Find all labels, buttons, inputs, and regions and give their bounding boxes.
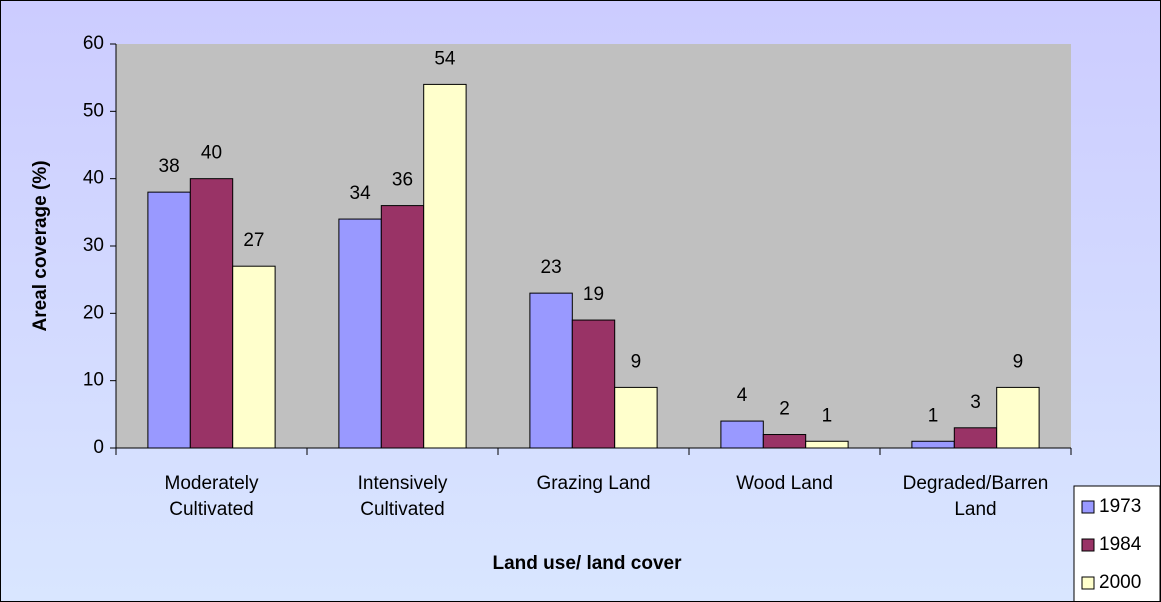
bar [614,386,658,449]
value-label: 36 [392,170,413,191]
y-axis-title: Areal coverage (%) [30,160,51,331]
bar [529,292,573,449]
value-label: 19 [583,284,604,305]
value-label: 34 [350,183,372,204]
x-tick-label: Degraded/Barren Land [902,473,1049,520]
bar [805,440,849,449]
bar [762,434,807,449]
y-tick-label: 40 [83,168,104,189]
x-tick-label: Wood Land [736,473,833,494]
legend-swatch [1081,576,1095,590]
legend-label: 1984 [1099,534,1142,555]
bar [189,178,234,449]
value-label: 9 [631,351,642,372]
legend-label: 1973 [1099,496,1141,517]
bar [380,205,425,449]
bar [911,440,955,449]
y-tick-label: 20 [83,302,104,323]
legend-swatch [1081,538,1095,552]
x-tick-label: Intensively Cultivated [357,473,448,520]
legend-swatch [1081,500,1095,514]
value-label: 40 [201,143,222,164]
bar [720,420,764,449]
bar [423,83,467,449]
legend-label: 2000 [1099,572,1141,593]
y-tick-label: 10 [83,370,104,391]
y-tick-label: 30 [83,235,104,256]
value-label: 27 [243,230,264,251]
value-label: 54 [434,48,456,69]
value-label: 23 [541,257,562,278]
x-tick-label: Grazing Land [536,473,651,494]
value-label: 38 [159,156,180,177]
bar [147,191,191,449]
bar [953,427,998,449]
y-tick-label: 0 [93,437,104,458]
y-tick-label: 60 [83,33,104,54]
bar [996,386,1040,449]
value-label: 3 [970,392,981,413]
value-label: 4 [737,385,748,406]
value-label: 1 [928,405,939,426]
bar [571,319,616,449]
value-label: 9 [1013,351,1024,372]
bar [232,265,276,449]
y-tick-label: 50 [83,100,104,121]
value-label: 1 [822,405,833,426]
bar [338,218,382,449]
x-axis-title: Land use/ land cover [493,553,683,574]
value-label: 2 [779,399,790,420]
x-tick-label: Moderately Cultivated [164,473,259,520]
